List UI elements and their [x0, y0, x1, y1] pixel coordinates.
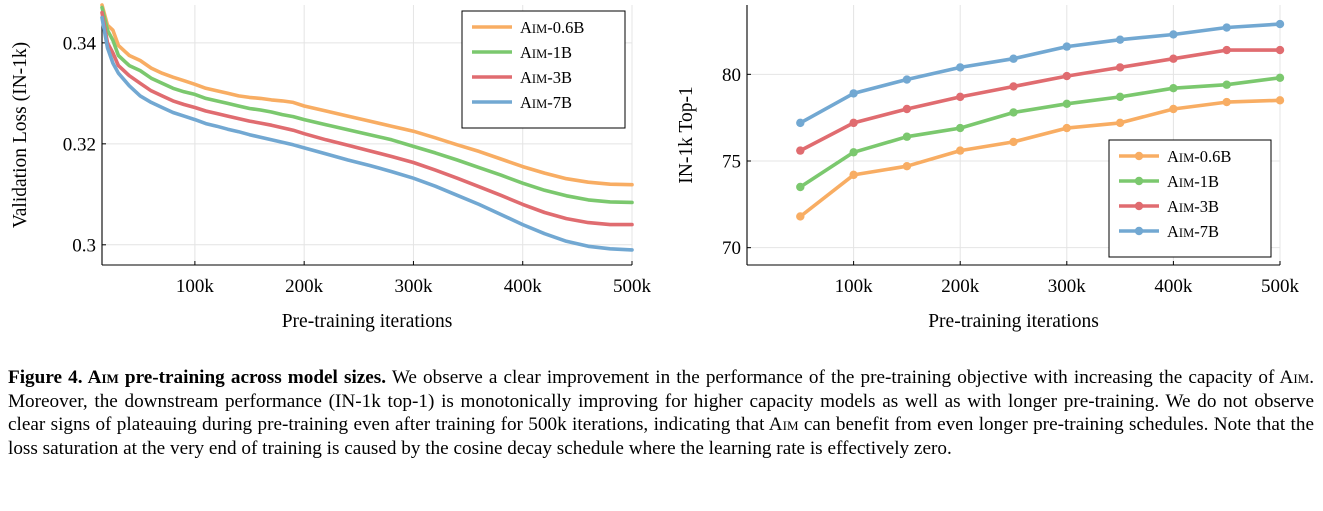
data-point — [1115, 63, 1125, 72]
x-tick-label: 300k — [1048, 276, 1087, 297]
series-line-3 — [100, 10, 634, 227]
validation-loss-chart: 100k 200k 300k 400k 500k 0.3 0.32 0.34 Pre-train… — [10, 3, 652, 332]
data-point — [796, 212, 805, 221]
data-point — [1275, 19, 1285, 29]
legend-box — [1108, 139, 1272, 258]
data-point — [1169, 30, 1178, 39]
caption-title-suffix: pre-training across model sizes. — [118, 367, 387, 388]
x-axis-title: Pre-training iterations — [282, 311, 453, 332]
x-tick-label: 200k — [285, 276, 324, 297]
data-point — [1009, 82, 1018, 91]
legend-label-4: AIM-7B — [520, 93, 572, 112]
x-tick-label: 200k — [941, 276, 980, 297]
data-point — [1115, 92, 1125, 102]
y-axis-title: Validation Loss (IN-1k) — [10, 42, 31, 228]
data-point — [902, 162, 912, 171]
legend-label-2: AIM-1B — [1167, 172, 1219, 191]
caption-text-2: . Moreover, the downstream performance (… — [8, 367, 1314, 436]
data-point — [849, 170, 858, 180]
data-point — [902, 104, 912, 114]
data-point — [1222, 97, 1231, 107]
data-point — [956, 146, 965, 155]
data-point — [1222, 80, 1231, 89]
y-tick-label: 80 — [722, 65, 741, 86]
legend-label-3: AIM-3B — [520, 68, 572, 87]
data-point — [1009, 108, 1018, 117]
legend-label-4: AIM-7B — [1167, 222, 1219, 241]
data-point — [956, 63, 965, 72]
data-point — [849, 89, 858, 98]
series-line-2 — [798, 76, 1282, 189]
data-point — [1169, 54, 1178, 63]
data-point — [1275, 45, 1285, 55]
caption-title-smallcaps: im — [101, 367, 119, 388]
data-point — [902, 75, 912, 84]
data-point — [1062, 99, 1072, 109]
legend-label-3: AIM-3B — [1167, 197, 1219, 216]
series-line-4 — [798, 22, 1282, 125]
y-tick-label: 70 — [722, 238, 741, 259]
data-point — [1169, 84, 1178, 93]
data-point — [956, 123, 965, 133]
x-tick-label: 100k — [835, 276, 874, 297]
x-tick-label: 400k — [1154, 276, 1193, 297]
x-tick-label: 500k — [1261, 276, 1300, 297]
data-point — [796, 146, 805, 155]
x-axis-title: Pre-training iterations — [928, 311, 1099, 332]
legend-marker — [1134, 176, 1144, 186]
y-tick-label: 0.32 — [63, 134, 96, 155]
series-line-3 — [798, 48, 1282, 153]
data-point — [1062, 123, 1072, 133]
data-point — [1169, 104, 1178, 114]
data-point — [1115, 35, 1125, 44]
caption-model-smallcaps: im — [1293, 367, 1310, 388]
data-point — [1062, 71, 1072, 81]
data-point — [1009, 137, 1018, 147]
caption-text-1: We observe a clear improvement in the pe… — [386, 367, 1280, 388]
series-line-1 — [100, 3, 634, 187]
caption-model-prefix: A — [1279, 367, 1294, 388]
data-point — [1275, 73, 1285, 83]
legend-marker — [1134, 226, 1144, 236]
top1-accuracy-chart: 100k 200k 300k 400k 500k 70 75 80 Pre-training i… — [676, 5, 1300, 332]
figure: 100k 200k 300k 400k 500k 0.3 0.32 0.34 Pre-train… — [10, 3, 1300, 332]
y-tick-label: 75 — [722, 152, 741, 173]
legend-label-1: AIM-0.6B — [520, 18, 584, 37]
caption-model-prefix-2: A — [768, 414, 783, 436]
x-tick-label: 100k — [176, 276, 215, 297]
caption-text-3: can benefit from even longer pre-trainin… — [8, 414, 1314, 459]
series-line-1 — [798, 98, 1282, 219]
data-point — [796, 182, 805, 192]
y-tick-label: 0.34 — [63, 33, 97, 54]
caption-model-smallcaps-2: im — [782, 414, 799, 436]
legend-label-2: AIM-1B — [520, 43, 572, 62]
x-tick-label: 500k — [613, 276, 652, 297]
y-tick-label: 0.3 — [72, 235, 96, 256]
y-axis-title: IN-1k Top-1 — [676, 86, 697, 183]
data-point — [902, 132, 912, 141]
data-point — [796, 118, 805, 128]
data-point — [1062, 42, 1072, 51]
caption-title-prefix: A — [87, 367, 102, 388]
data-point — [849, 148, 858, 157]
legend-box — [461, 10, 626, 129]
data-point — [1275, 96, 1285, 105]
legend: AIM-0.6B AIM-1B AIM-3B AIM-7B — [461, 10, 626, 129]
data-point — [956, 92, 965, 102]
legend: AIM-0.6B AIM-1B AIM-3B AIM-7B — [1108, 139, 1272, 258]
data-point — [1222, 45, 1231, 55]
data-point — [1115, 118, 1125, 128]
legend-marker — [1134, 151, 1144, 161]
caption-label: Figure 4. — [8, 367, 83, 388]
data-point — [849, 118, 858, 128]
legend-label-1: AIM-0.6B — [1167, 147, 1231, 166]
x-tick-label: 400k — [504, 276, 543, 297]
legend-marker — [1134, 201, 1144, 211]
data-point — [1222, 23, 1231, 32]
figure-caption: Figure 4. Aim pre-training across model … — [8, 366, 1314, 460]
series-line-2 — [100, 5, 634, 205]
x-tick-label: 300k — [394, 276, 433, 297]
series-line-4 — [100, 15, 634, 252]
data-point — [1009, 54, 1018, 63]
